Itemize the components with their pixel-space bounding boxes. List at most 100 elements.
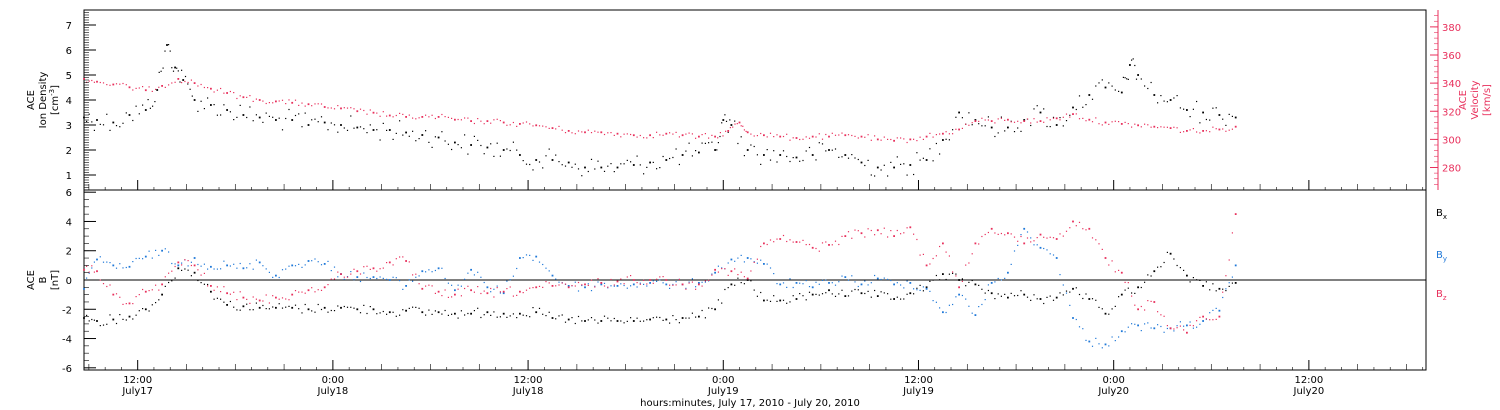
by-point	[226, 264, 228, 267]
by-point	[177, 264, 180, 267]
bz-point	[1082, 228, 1084, 230]
ion-density-point	[1013, 131, 1016, 133]
bz-point	[616, 280, 619, 283]
velocity-point	[607, 132, 609, 134]
ion-density-point	[502, 149, 505, 151]
ion-density-point	[307, 124, 310, 126]
by-point	[672, 283, 674, 286]
velocity-point	[695, 137, 697, 139]
velocity-point	[366, 113, 368, 115]
velocity-point	[320, 103, 323, 105]
bx-point	[288, 305, 290, 307]
bx-point	[1163, 261, 1165, 264]
by-point	[630, 285, 632, 287]
ion-density-point	[464, 134, 466, 136]
ion-density-point	[1046, 125, 1048, 128]
velocity-point	[1183, 131, 1185, 133]
ion-density-point	[467, 153, 469, 155]
ion-density-point	[607, 165, 609, 167]
ion-density-point	[704, 142, 706, 144]
time-axis-labels: 12:00July170:00July1812:00July180:00July…	[121, 375, 1324, 397]
ion-density-point	[919, 159, 921, 161]
ion-density-point	[805, 150, 807, 152]
velocity-point	[795, 137, 798, 139]
bz-point	[1052, 237, 1055, 239]
ion-density-point	[958, 111, 960, 114]
by-point	[388, 279, 391, 281]
bx-point	[1228, 285, 1230, 287]
bx-point	[106, 323, 108, 325]
velocity-point	[1189, 129, 1191, 131]
ion-density-point	[1209, 119, 1211, 121]
bx-point	[564, 321, 567, 323]
ion-density-point	[490, 143, 492, 145]
velocity-point	[473, 122, 475, 125]
bz-point	[1215, 318, 1217, 320]
by-point	[447, 282, 449, 284]
by-point	[808, 286, 811, 288]
velocity-point	[623, 133, 625, 135]
bx-point	[1202, 285, 1204, 287]
bx-point	[990, 292, 993, 295]
by-point	[1199, 323, 1201, 325]
ion-density-point	[864, 164, 866, 167]
bz-point	[193, 264, 196, 267]
velocity-tick-label: 320	[1442, 107, 1461, 118]
ion-density-point	[662, 155, 664, 158]
by-point	[811, 286, 814, 289]
bx-point	[708, 307, 710, 309]
ion-density-point	[719, 135, 721, 138]
velocity-point	[168, 84, 170, 86]
velocity-point	[1030, 122, 1032, 124]
ion-density-point	[496, 142, 498, 144]
velocity-point	[1033, 118, 1035, 120]
bz-point	[1120, 271, 1123, 274]
bz-point	[740, 271, 742, 273]
by-point	[314, 258, 316, 260]
velocity-point	[119, 83, 121, 85]
ion-density-point	[509, 149, 511, 152]
ion-density-point	[189, 88, 191, 90]
velocity-point	[1160, 126, 1162, 128]
velocity-point	[522, 122, 524, 124]
velocity-point	[496, 118, 498, 120]
bx-point	[298, 308, 300, 310]
bx-point	[1072, 287, 1074, 290]
bz-point	[1231, 232, 1233, 234]
velocity-point	[106, 84, 108, 86]
by-point	[1218, 309, 1221, 312]
ion-density-point	[516, 149, 518, 151]
bx-point	[1147, 274, 1149, 276]
bx-point	[1205, 281, 1207, 283]
velocity-point	[359, 108, 362, 110]
bz-point	[307, 289, 310, 292]
legend-bx-symbol: B	[1436, 208, 1443, 219]
bz-point	[268, 302, 270, 304]
by-point	[1095, 337, 1097, 339]
bx-point	[512, 313, 514, 315]
by-point	[88, 272, 90, 274]
bx-point	[900, 298, 902, 300]
ion-density-point	[1043, 108, 1045, 110]
bz-point	[730, 270, 733, 273]
by-point	[542, 263, 544, 266]
bx-point	[802, 295, 804, 297]
bz-point	[1104, 257, 1107, 259]
bz-point	[288, 299, 290, 301]
bz-point	[425, 285, 427, 287]
bx-point	[909, 292, 912, 295]
by-point	[961, 294, 963, 297]
ion-density-point	[1114, 89, 1116, 91]
ion-density-point	[1166, 101, 1168, 103]
velocity-point	[678, 136, 680, 138]
ion-density-point	[1007, 126, 1009, 129]
bz-point	[854, 229, 856, 231]
velocity-point	[815, 136, 817, 138]
bz-point	[1153, 301, 1156, 303]
by-point	[220, 268, 222, 270]
velocity-point	[610, 132, 612, 134]
bx-point	[838, 293, 840, 295]
velocity-point	[1153, 125, 1156, 128]
bz-point	[314, 291, 316, 293]
bz-point	[109, 284, 111, 286]
